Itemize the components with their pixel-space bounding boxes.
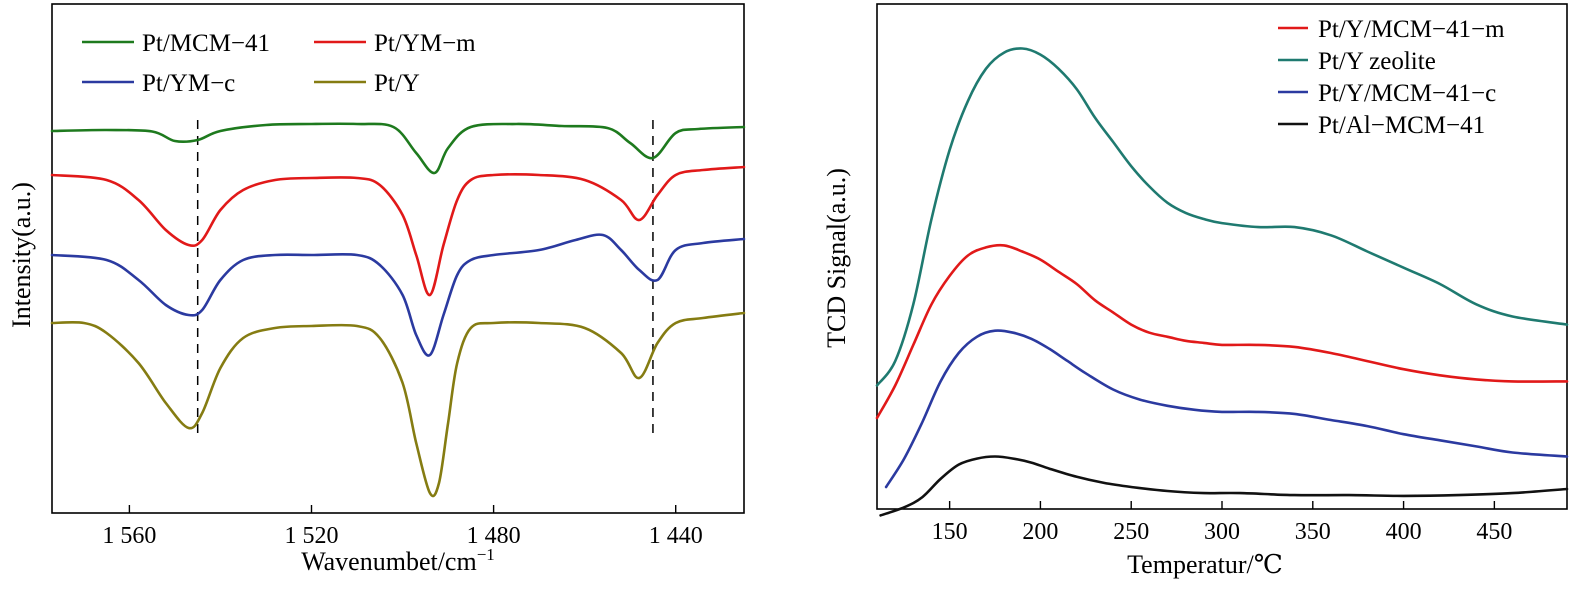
- ftir-y-axis-label: Intensity(a.u.): [7, 182, 36, 328]
- ftir-legend-label: Pt/YM−c: [142, 70, 235, 97]
- tpd-y-axis-label: TCD Signal(a.u.): [822, 168, 851, 348]
- tpd-legend-label: Pt/Y/MCM−41−c: [1318, 80, 1496, 107]
- ftir-legend-label: Pt/YM−m: [374, 30, 476, 57]
- ftir-series-pt-mcm-41: [50, 122, 746, 175]
- tpd-x-tick-label: 300: [1204, 519, 1240, 545]
- tpd-series-pt-y-mcm-41-c: [884, 329, 1569, 489]
- tpd-series-pt-y-zeolite: [875, 47, 1569, 387]
- tpd-x-tick-label: 450: [1476, 519, 1512, 545]
- ftir-x-tick-label: 1 480: [467, 523, 521, 549]
- tpd-x-tick-label: 400: [1386, 519, 1422, 545]
- tpd-x-tick-label: 150: [932, 519, 968, 545]
- ftir-chart-panel: 1 560 1 520 1 480 1 440 Pt/MCM−41 Pt/YM−m Pt/…: [7, 3, 746, 576]
- ftir-x-tick-label: 1 520: [285, 523, 339, 549]
- tpd-x-tick-label: 250: [1113, 519, 1149, 545]
- ftir-x-tick-label: 1 560: [102, 523, 156, 549]
- tpd-series-pt-y-mcm-41-m: [875, 243, 1569, 420]
- ftir-series-pt-y: [50, 311, 746, 498]
- ftir-plot-frame: [51, 3, 745, 514]
- tpd-x-tick-label: 200: [1022, 519, 1058, 545]
- tpd-chart-panel: 150 200 250 300 350 400 450 Pt/Y/MCM−41−m Pt/Y …: [822, 3, 1569, 579]
- ftir-series-pt-ym-c: [50, 233, 746, 357]
- ftir-x-tick-label: 1 440: [649, 523, 703, 549]
- ftir-legend-label: Pt/MCM−41: [142, 30, 270, 57]
- ftir-series-pt-ym-m: [50, 165, 746, 297]
- ftir-x-axis-label: Wavenumbet/cm−1: [301, 545, 495, 576]
- ftir-legend-label: Pt/Y: [374, 70, 420, 97]
- tpd-x-axis-label: Temperatur/℃: [1127, 550, 1283, 579]
- tpd-series-pt-al-mcm-41: [879, 455, 1569, 517]
- tpd-legend-label: Pt/Y/MCM−41−m: [1318, 16, 1505, 43]
- tpd-x-tick-label: 350: [1295, 519, 1331, 545]
- tpd-legend-label: Pt/Al−MCM−41: [1318, 112, 1485, 139]
- tpd-legend-label: Pt/Y zeolite: [1318, 48, 1436, 75]
